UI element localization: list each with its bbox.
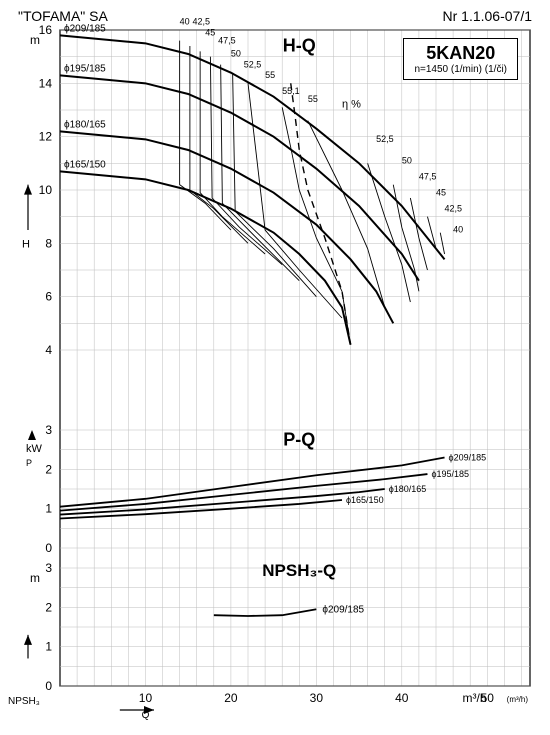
model-label: 5KAN20 — [414, 43, 507, 64]
svg-text:55: 55 — [265, 70, 275, 80]
svg-text:ϕ165/150: ϕ165/150 — [64, 159, 106, 170]
svg-text:3: 3 — [45, 561, 52, 575]
svg-text:52,5: 52,5 — [244, 59, 262, 69]
svg-text:NPSH₃: NPSH₃ — [8, 696, 40, 707]
svg-text:NPSH₃-Q: NPSH₃-Q — [262, 561, 336, 580]
svg-text:52,5: 52,5 — [376, 134, 394, 144]
svg-text:40: 40 — [180, 17, 190, 27]
svg-text:ϕ209/185: ϕ209/185 — [64, 23, 106, 34]
svg-text:η %: η % — [342, 98, 361, 110]
svg-text:47,5: 47,5 — [218, 35, 236, 45]
svg-text:ϕ195/185: ϕ195/185 — [64, 63, 106, 74]
svg-text:Q: Q — [142, 710, 150, 721]
svg-text:30: 30 — [310, 691, 324, 705]
speed-label: n=1450 (1/min) (1/či) — [414, 64, 507, 75]
svg-text:42,5: 42,5 — [192, 17, 210, 27]
svg-text:45: 45 — [436, 187, 446, 197]
svg-text:H: H — [22, 238, 30, 250]
svg-text:(m³/h): (m³/h) — [507, 695, 529, 704]
svg-text:3: 3 — [45, 423, 52, 437]
svg-text:40: 40 — [453, 225, 463, 235]
svg-text:H-Q: H-Q — [283, 35, 316, 55]
svg-text:16: 16 — [39, 23, 53, 37]
document-number: Nr 1.1.06-07/1 — [443, 8, 533, 24]
svg-text:50: 50 — [402, 155, 412, 165]
svg-text:m: m — [30, 33, 40, 47]
svg-text:2: 2 — [45, 462, 52, 476]
svg-text:20: 20 — [224, 691, 238, 705]
svg-text:14: 14 — [39, 76, 53, 90]
svg-text:0: 0 — [45, 679, 52, 693]
svg-text:42,5: 42,5 — [445, 203, 463, 213]
svg-text:1: 1 — [45, 640, 52, 654]
svg-text:55,1: 55,1 — [282, 86, 300, 96]
svg-text:55: 55 — [308, 94, 318, 104]
svg-text:ϕ195/185: ϕ195/185 — [431, 469, 469, 479]
svg-text:6: 6 — [45, 290, 52, 304]
chart-svg: 46810121416mHH-Qϕ209/185ϕ195/185ϕ180/165… — [0, 0, 550, 735]
svg-text:ϕ180/165: ϕ180/165 — [64, 119, 106, 130]
model-box: 5KAN20 n=1450 (1/min) (1/či) — [403, 38, 518, 80]
svg-text:1: 1 — [45, 502, 52, 516]
svg-text:12: 12 — [39, 130, 53, 144]
svg-text:47,5: 47,5 — [419, 171, 437, 181]
svg-text:ϕ165/150: ϕ165/150 — [346, 495, 384, 505]
svg-text:kW: kW — [26, 443, 43, 455]
svg-text:4: 4 — [45, 343, 52, 357]
pump-curve-chart: "TOFAMA" SA Nr 1.1.06-07/1 5KAN20 n=1450… — [0, 0, 550, 735]
svg-text:0: 0 — [45, 541, 52, 555]
svg-text:P: P — [26, 458, 32, 468]
svg-text:ϕ209/185: ϕ209/185 — [449, 453, 487, 463]
svg-text:40: 40 — [395, 691, 409, 705]
company-name: "TOFAMA" SA — [18, 8, 108, 24]
svg-text:50: 50 — [231, 49, 241, 59]
svg-text:ϕ209/185: ϕ209/185 — [322, 604, 364, 615]
svg-text:m: m — [30, 571, 40, 585]
svg-text:P-Q: P-Q — [283, 430, 315, 450]
svg-text:10: 10 — [139, 691, 153, 705]
svg-text:45: 45 — [205, 27, 215, 37]
svg-text:2: 2 — [45, 600, 52, 614]
svg-text:8: 8 — [45, 236, 52, 250]
svg-text:m³/h: m³/h — [463, 691, 487, 705]
svg-text:10: 10 — [39, 183, 53, 197]
svg-text:ϕ180/165: ϕ180/165 — [389, 484, 427, 494]
